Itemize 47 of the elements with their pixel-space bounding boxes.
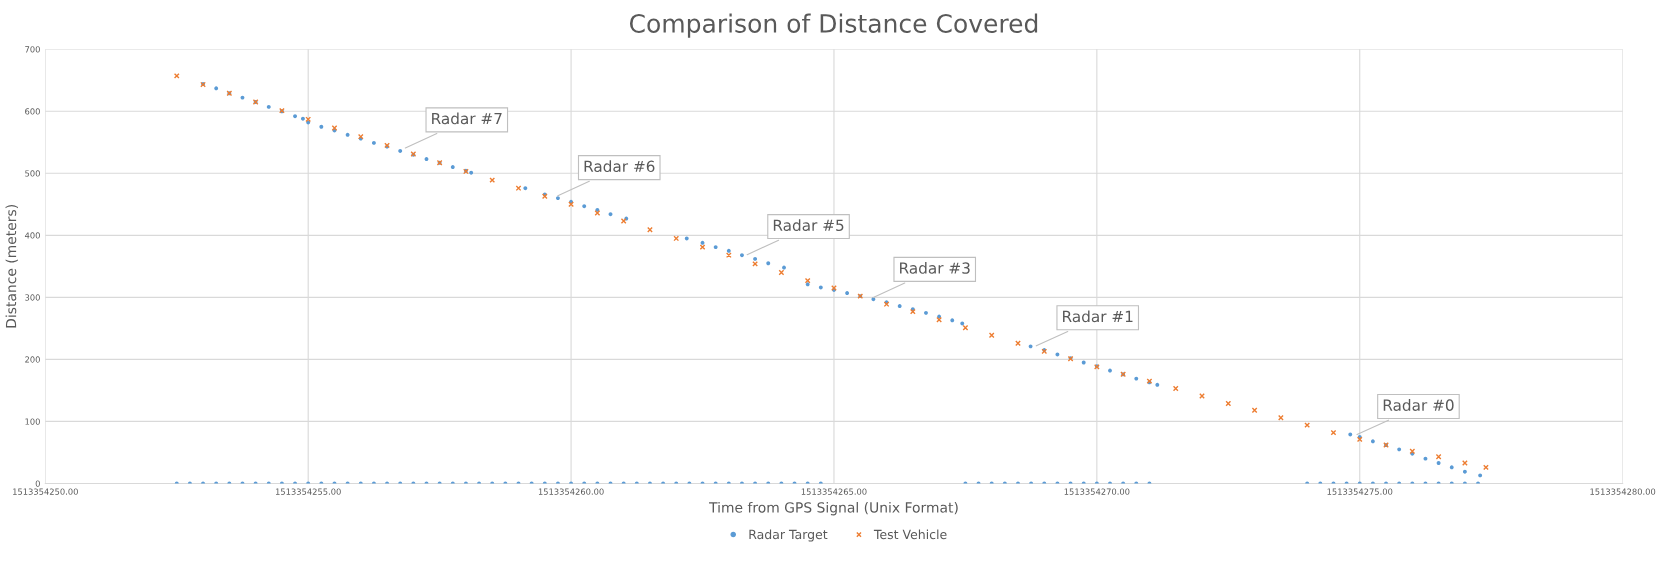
annotation: Radar #3: [900, 261, 970, 274]
point: [962, 324, 969, 331]
point: [1304, 422, 1311, 429]
y-tick-label: 0: [35, 480, 40, 487]
x-tick-label: 1513354250.00: [13, 488, 78, 495]
point: [489, 177, 496, 184]
point: [173, 72, 180, 79]
legend-label: Test Vehicle: [873, 529, 947, 540]
annotation: Radar #5: [773, 219, 844, 232]
chart-title: Comparison of Distance Covered: [629, 13, 1038, 38]
y-tick-label: 600: [25, 108, 40, 115]
point: [594, 210, 601, 216]
x-tick-label: 1513354255.00: [275, 488, 341, 495]
y-tick-label: 100: [25, 418, 40, 425]
point: [1356, 436, 1363, 443]
y-tick-label: 200: [25, 356, 40, 363]
point: [515, 185, 522, 192]
y-tick-label: 400: [24, 232, 40, 239]
annotation: Radar #7: [432, 112, 502, 125]
x-tick-label: 1513354275.00: [1327, 488, 1393, 495]
y-axis-title: Distance (meters): [5, 205, 18, 328]
x-tick-label: 1513354265.00: [801, 488, 867, 495]
point: [1225, 400, 1232, 407]
legend-label: Radar Target: [749, 529, 828, 542]
point: [1435, 453, 1442, 460]
annotation: Radar #6: [584, 160, 655, 173]
point: [647, 226, 653, 233]
y-tick-label: 700: [25, 46, 40, 53]
x-tick-label: 1513354270.00: [1064, 488, 1130, 495]
point: [1330, 429, 1337, 436]
point: [778, 269, 785, 276]
point: [620, 218, 627, 224]
annotation: Radar #1: [1063, 310, 1133, 323]
point: [568, 201, 574, 208]
y-tick-label: 500: [25, 170, 40, 177]
x-axis-title: Time from GPS Signal (Unix Format): [709, 501, 958, 516]
y-tick-label: 300: [25, 294, 40, 301]
x-tick-label: 1513354280.00: [1590, 488, 1656, 495]
annotation: Radar #0: [1383, 399, 1454, 411]
point: [752, 260, 758, 267]
x-tick-label: 1513354260.00: [538, 488, 604, 495]
point: [1251, 407, 1258, 414]
point: [1172, 385, 1179, 392]
point: [673, 235, 680, 242]
point: [804, 277, 811, 284]
point: [1461, 460, 1468, 466]
point: [1015, 340, 1021, 347]
